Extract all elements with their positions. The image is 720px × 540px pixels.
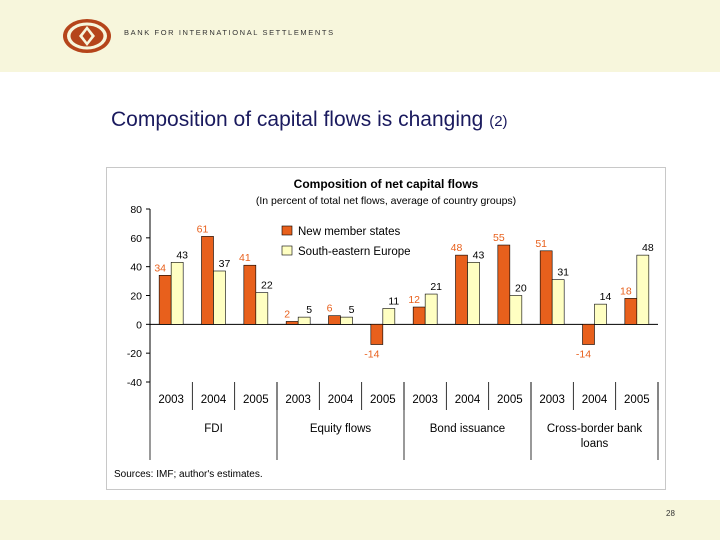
bar-south-eastern-europe bbox=[213, 270, 226, 325]
chart-title: Composition of net capital flows bbox=[294, 177, 479, 191]
data-label: 12 bbox=[408, 294, 420, 306]
data-label: 20 bbox=[515, 283, 527, 295]
bar-new-member-states bbox=[624, 298, 638, 325]
x-group-label: FDI bbox=[204, 423, 223, 435]
footer-band bbox=[0, 500, 720, 540]
x-tick-label: 2003 bbox=[158, 394, 184, 406]
slide-title-suffix: (2) bbox=[489, 113, 508, 130]
y-tick-label: 80 bbox=[130, 204, 142, 216]
bar-new-member-states bbox=[412, 306, 426, 325]
chart-subtitle: (In percent of total net flows, average … bbox=[256, 195, 516, 207]
x-tick-label: 2005 bbox=[243, 394, 269, 406]
data-label: 22 bbox=[261, 280, 273, 292]
data-label: 5 bbox=[306, 304, 312, 316]
chart-legend: New member states South-eastern Europe bbox=[281, 225, 411, 258]
bar-south-eastern-europe bbox=[467, 262, 480, 325]
header-band bbox=[0, 0, 720, 72]
x-tick-label: 2005 bbox=[370, 394, 396, 406]
legend-label: South-eastern Europe bbox=[298, 246, 411, 258]
data-label: 55 bbox=[493, 232, 505, 244]
bar-new-member-states bbox=[201, 236, 214, 325]
bar-south-eastern-europe bbox=[255, 292, 269, 325]
bar-south-eastern-europe bbox=[424, 293, 438, 325]
data-label: -14 bbox=[364, 349, 379, 361]
bar-south-eastern-europe bbox=[594, 303, 607, 325]
x-group-label: Bond issuance bbox=[430, 423, 505, 435]
x-tick-label: 2005 bbox=[624, 394, 650, 406]
y-tick-label: 40 bbox=[130, 262, 142, 274]
chart-area: Composition of net capital flows (In per… bbox=[106, 167, 666, 490]
legend-swatch-se-europe bbox=[281, 245, 293, 256]
bar-new-member-states bbox=[328, 315, 341, 325]
data-label: 41 bbox=[239, 252, 251, 264]
bar-new-member-states bbox=[455, 254, 468, 325]
data-label: 61 bbox=[197, 223, 209, 235]
bar-south-eastern-europe bbox=[297, 316, 311, 325]
bar-south-eastern-europe bbox=[551, 279, 565, 325]
bar-new-member-states bbox=[158, 275, 172, 325]
x-group-label-line: Cross-border bank bbox=[547, 423, 642, 435]
bank-name: BANK FOR INTERNATIONAL SETTLEMENTS bbox=[124, 28, 335, 37]
data-label: 18 bbox=[620, 285, 632, 297]
x-tick-label: 2004 bbox=[455, 394, 481, 406]
bar-south-eastern-europe bbox=[340, 316, 353, 325]
x-tick-label: 2005 bbox=[497, 394, 523, 406]
data-label: -14 bbox=[576, 349, 591, 361]
data-label: 5 bbox=[349, 304, 355, 316]
x-group-label: Cross-border bank loans bbox=[547, 423, 642, 450]
y-tick-label: 20 bbox=[130, 291, 142, 303]
data-label: 51 bbox=[535, 238, 547, 250]
bar-new-member-states bbox=[243, 264, 257, 325]
data-label: 43 bbox=[473, 249, 485, 261]
slide-title-text: Composition of capital flows is changing bbox=[111, 108, 484, 131]
data-label: 6 bbox=[327, 303, 333, 315]
bar-new-member-states bbox=[539, 250, 553, 325]
legend-swatch-new-member bbox=[281, 225, 293, 236]
x-tick-label: 2004 bbox=[582, 394, 608, 406]
bis-logo-icon bbox=[63, 19, 111, 53]
x-tick-label: 2004 bbox=[328, 394, 354, 406]
chart-source: Sources: IMF; author's estimates. bbox=[114, 469, 263, 480]
data-label: 48 bbox=[642, 242, 654, 254]
bar-south-eastern-europe bbox=[382, 308, 396, 325]
chart-border bbox=[106, 167, 666, 490]
data-label: 14 bbox=[600, 291, 612, 303]
x-tick-label: 2003 bbox=[412, 394, 438, 406]
bar-new-member-states bbox=[497, 244, 511, 325]
bar-new-member-states bbox=[582, 324, 595, 345]
legend-label: New member states bbox=[298, 226, 401, 238]
page-number: 28 bbox=[666, 509, 675, 518]
y-tick-label: -20 bbox=[127, 348, 142, 360]
data-label: 11 bbox=[388, 295, 399, 307]
data-label: 2 bbox=[284, 308, 290, 320]
x-group-label-line: loans bbox=[581, 438, 609, 450]
data-label: 48 bbox=[451, 242, 463, 254]
x-tick-label: 2004 bbox=[201, 394, 227, 406]
plot-area: 80 60 40 20 0 -20 -40 2003 2004 2005 2003 2004 2005 2… bbox=[127, 204, 659, 460]
data-label: 37 bbox=[219, 258, 231, 270]
bar-south-eastern-europe bbox=[170, 262, 184, 325]
data-label: 43 bbox=[176, 249, 188, 261]
y-tick-label: 60 bbox=[130, 233, 142, 245]
x-tick-label: 2003 bbox=[285, 394, 311, 406]
bar-south-eastern-europe bbox=[636, 254, 650, 325]
data-label: 34 bbox=[154, 262, 166, 274]
bar-south-eastern-europe bbox=[509, 295, 523, 325]
data-label: 31 bbox=[557, 267, 569, 279]
slide-title: Composition of capital flows is changing… bbox=[111, 108, 508, 132]
bar-new-member-states bbox=[370, 324, 384, 345]
bar-new-member-states bbox=[285, 321, 299, 325]
x-group-label: Equity flows bbox=[310, 423, 372, 435]
x-tick-label: 2003 bbox=[539, 394, 565, 406]
data-label: 21 bbox=[430, 281, 442, 293]
y-tick-label: -40 bbox=[127, 377, 142, 389]
y-tick-label: 0 bbox=[136, 319, 142, 331]
bar-chart: Composition of net capital flows (In per… bbox=[106, 167, 666, 490]
